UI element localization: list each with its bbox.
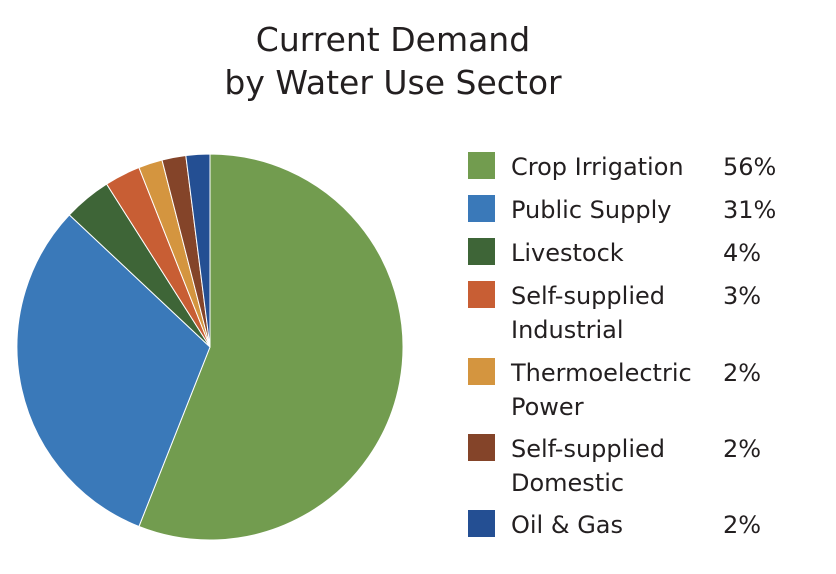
- legend-percent: 2%: [723, 435, 762, 463]
- pie-chart: [16, 153, 404, 541]
- legend-percent: 2%: [723, 359, 762, 387]
- swatch-crop-irrigation: [468, 152, 495, 179]
- chart-title-line2: by Water Use Sector: [224, 63, 562, 102]
- legend-label: Livestock: [511, 239, 624, 267]
- chart-title: Current Demand by Water Use Sector: [0, 18, 786, 104]
- swatch-public-supply: [468, 195, 495, 222]
- legend-label: Self-supplied Industrial: [511, 282, 665, 344]
- swatch-oil-and-gas: [468, 510, 495, 537]
- swatch-livestock: [468, 238, 495, 265]
- legend-label: Oil & Gas: [511, 511, 624, 539]
- legend-label: Crop Irrigation: [511, 153, 684, 181]
- legend-percent: 2%: [723, 511, 762, 539]
- pie-slice-public-supply: [16, 214, 211, 528]
- legend-percent: 56%: [723, 153, 777, 181]
- legend-percent: 4%: [723, 239, 762, 267]
- swatch-self-supplied-domestic: [468, 434, 495, 461]
- legend-percent: 3%: [723, 282, 762, 310]
- swatch-self-supplied-industrial: [468, 281, 495, 308]
- legend-percent: 31%: [723, 196, 777, 224]
- legend-label: Thermoelectric Power: [511, 359, 692, 421]
- pie-slice-crop-irrigation: [138, 153, 404, 541]
- legend-label: Public Supply: [511, 196, 672, 224]
- legend-label: Self-supplied Domestic: [511, 435, 665, 497]
- chart-title-line1: Current Demand: [255, 20, 531, 59]
- pie-slice-oil-gas: [185, 153, 211, 348]
- swatch-thermoelectric-power: [468, 358, 495, 385]
